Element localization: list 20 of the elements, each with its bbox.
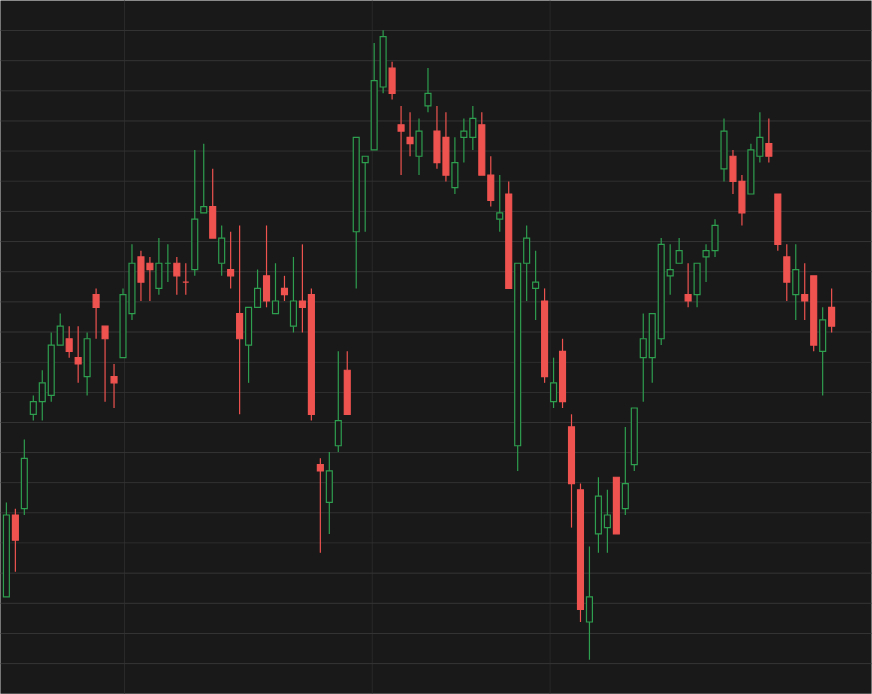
candlestick: [406, 111, 414, 157]
candlestick: [397, 105, 405, 176]
candlestick: [155, 237, 163, 296]
candlestick: [460, 117, 468, 164]
candlestick: [74, 325, 82, 384]
candlestick: [415, 117, 423, 176]
candlestick: [236, 224, 244, 415]
candlestick: [720, 117, 728, 182]
candlestick: [684, 262, 692, 308]
candlestick: [585, 545, 594, 661]
candlestick: [603, 489, 611, 554]
candlestick: [451, 136, 459, 195]
candlestick: [83, 331, 91, 396]
candlestick: [325, 451, 333, 535]
candlestick: [110, 363, 118, 409]
candlestick: [532, 249, 540, 321]
candlestick: [92, 287, 100, 340]
candlestick: [792, 243, 800, 321]
candlestick: [424, 67, 432, 113]
candlestick: [388, 61, 396, 101]
